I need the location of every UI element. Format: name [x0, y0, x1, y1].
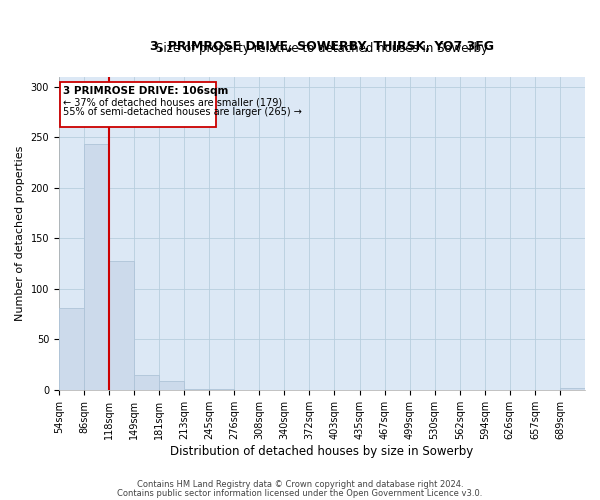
Bar [560, 388, 585, 390]
Text: Contains HM Land Registry data © Crown copyright and database right 2024.: Contains HM Land Registry data © Crown c… [137, 480, 463, 489]
Bar [109, 260, 134, 390]
Bar [84, 144, 109, 390]
Y-axis label: Number of detached properties: Number of detached properties [15, 146, 25, 321]
FancyBboxPatch shape [59, 82, 216, 128]
X-axis label: Distribution of detached houses by size in Sowerby: Distribution of detached houses by size … [170, 444, 473, 458]
Text: 55% of semi-detached houses are larger (265) →: 55% of semi-detached houses are larger (… [63, 107, 302, 117]
Bar [134, 374, 159, 390]
Text: 3 PRIMROSE DRIVE: 106sqm: 3 PRIMROSE DRIVE: 106sqm [63, 86, 228, 96]
Text: Contains public sector information licensed under the Open Government Licence v3: Contains public sector information licen… [118, 488, 482, 498]
Text: ← 37% of detached houses are smaller (179): ← 37% of detached houses are smaller (17… [63, 97, 282, 107]
Bar [209, 389, 234, 390]
Bar [159, 381, 184, 390]
Title: Size of property relative to detached houses in Sowerby: Size of property relative to detached ho… [156, 42, 488, 55]
Bar [59, 308, 84, 390]
Bar [184, 389, 209, 390]
Text: 3, PRIMROSE DRIVE, SOWERBY, THIRSK, YO7 3FG: 3, PRIMROSE DRIVE, SOWERBY, THIRSK, YO7 … [150, 40, 494, 54]
